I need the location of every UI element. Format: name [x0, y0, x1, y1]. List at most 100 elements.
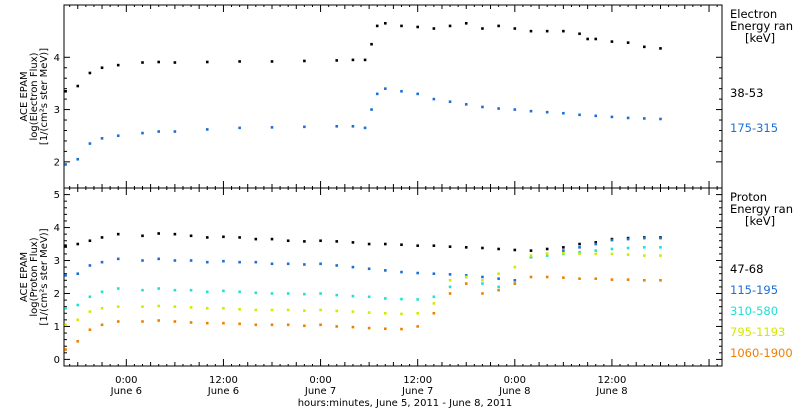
- data-point: [173, 320, 177, 323]
- data-point: [384, 22, 387, 25]
- data-point: [363, 126, 367, 130]
- data-point: [497, 24, 500, 28]
- data-point: [88, 310, 92, 313]
- data-point: [416, 298, 419, 301]
- data-point: [384, 311, 387, 315]
- data-point: [286, 308, 290, 312]
- data-point: [116, 63, 120, 67]
- y-axis-label: log(Proton Flux): [29, 237, 40, 316]
- data-point: [100, 137, 104, 140]
- data-point: [254, 260, 258, 264]
- data-point: [578, 277, 581, 280]
- series-310-580: [64, 246, 662, 310]
- data-point: [610, 40, 614, 43]
- x-tick-time: 12:00: [209, 375, 238, 386]
- y-tick-label: 2: [54, 157, 60, 168]
- data-point: [562, 246, 565, 249]
- data-point: [400, 327, 403, 331]
- y-axis-label: ACE EPAM: [19, 252, 30, 302]
- data-point: [594, 277, 598, 280]
- data-point: [100, 260, 104, 264]
- data-point: [578, 32, 581, 36]
- data-point: [432, 244, 436, 247]
- data-point: [594, 241, 598, 244]
- legend-entry: 310-580: [730, 304, 778, 318]
- data-point: [367, 295, 371, 299]
- data-point: [400, 243, 403, 246]
- data-point: [610, 238, 614, 242]
- data-point: [545, 247, 549, 251]
- data-point: [270, 126, 274, 129]
- data-point: [141, 320, 144, 323]
- data-point: [222, 235, 225, 239]
- data-point: [545, 254, 549, 257]
- data-point: [626, 237, 630, 241]
- data-point: [513, 108, 517, 111]
- data-point: [400, 24, 403, 28]
- data-point: [432, 295, 436, 299]
- data-point: [367, 242, 371, 246]
- data-point: [205, 260, 209, 264]
- data-point: [141, 131, 144, 135]
- data-point: [303, 309, 306, 312]
- y-axis-label: log(Electron Flux): [29, 52, 40, 140]
- data-point: [659, 254, 662, 257]
- data-point: [351, 310, 355, 313]
- data-point: [416, 271, 419, 275]
- legend-entry: 47-68: [730, 262, 763, 276]
- data-point: [303, 59, 306, 63]
- series-175-315: [64, 87, 662, 166]
- data-point: [384, 87, 387, 90]
- y-tick-label: 0: [54, 355, 60, 366]
- data-point: [497, 288, 500, 292]
- y-tick-label: 2: [54, 289, 60, 300]
- data-point: [335, 309, 339, 313]
- data-point: [432, 302, 436, 305]
- data-point: [116, 257, 120, 261]
- data-point: [335, 125, 339, 128]
- data-point: [643, 117, 646, 120]
- data-point: [157, 319, 160, 322]
- data-point: [335, 325, 339, 328]
- data-point: [173, 61, 177, 64]
- data-point: [76, 84, 80, 88]
- y-tick-label: 3: [54, 256, 60, 267]
- data-point: [375, 92, 379, 96]
- y-axis-label: ACE EPAM: [19, 71, 30, 121]
- data-point: [643, 45, 646, 49]
- data-point: [303, 263, 306, 266]
- data-point: [64, 348, 67, 351]
- data-point: [448, 24, 452, 28]
- data-point: [610, 278, 614, 281]
- data-point: [116, 305, 120, 308]
- legend-entry: 115-195: [730, 283, 778, 297]
- data-point: [335, 59, 339, 62]
- legend-title: Energy ran: [730, 202, 793, 216]
- data-point: [370, 42, 373, 46]
- data-point: [286, 239, 290, 243]
- data-point: [351, 58, 355, 62]
- data-point: [319, 308, 322, 312]
- data-point: [189, 234, 193, 238]
- data-point: [562, 276, 565, 279]
- data-point: [562, 111, 565, 115]
- data-point: [594, 249, 598, 252]
- data-point: [367, 326, 371, 330]
- data-point: [100, 290, 104, 294]
- data-point: [659, 117, 662, 121]
- data-point: [76, 157, 80, 161]
- data-point: [173, 232, 177, 236]
- data-point: [659, 246, 662, 249]
- data-point: [562, 29, 565, 33]
- data-point: [448, 245, 452, 248]
- data-point: [610, 247, 614, 251]
- x-tick-time: 0:00: [309, 375, 331, 386]
- data-point: [367, 267, 371, 271]
- data-point: [481, 282, 484, 285]
- data-point: [448, 273, 452, 276]
- data-point: [481, 292, 484, 295]
- data-point: [270, 262, 274, 266]
- data-point: [448, 285, 452, 289]
- data-point: [384, 297, 387, 300]
